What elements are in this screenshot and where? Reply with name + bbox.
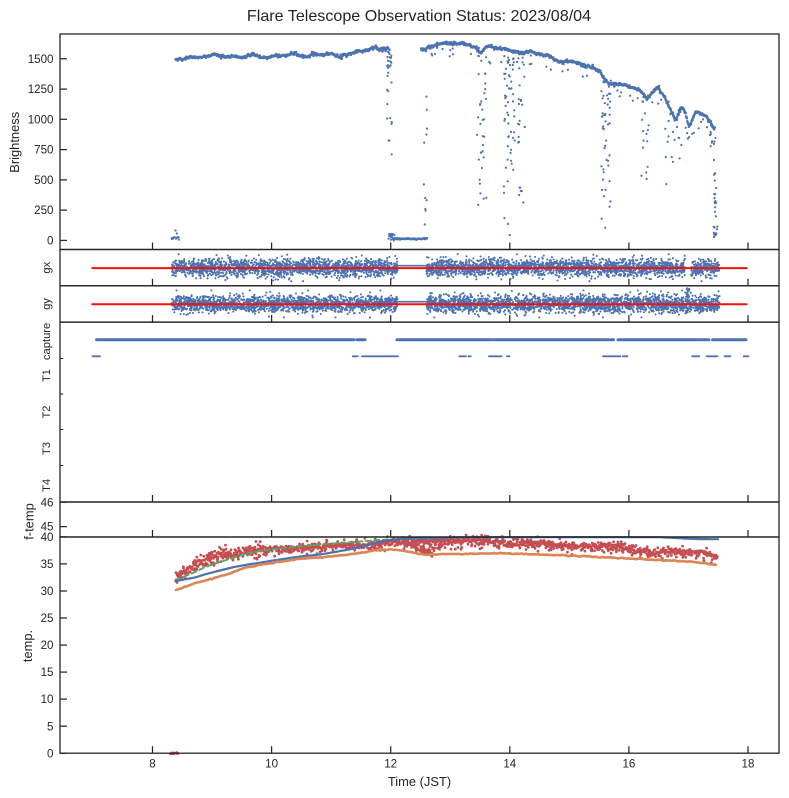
svg-text:Flare Telescope Observation St: Flare Telescope Observation Status: 2023… bbox=[247, 7, 591, 25]
svg-text:10: 10 bbox=[41, 693, 54, 706]
svg-text:1500: 1500 bbox=[28, 53, 54, 66]
svg-text:5: 5 bbox=[47, 720, 53, 733]
svg-text:18: 18 bbox=[742, 757, 755, 770]
svg-text:T1: T1 bbox=[41, 369, 53, 382]
svg-text:0: 0 bbox=[47, 235, 53, 248]
svg-text:30: 30 bbox=[41, 585, 54, 598]
svg-text:T4: T4 bbox=[41, 479, 53, 492]
svg-text:T2: T2 bbox=[41, 405, 53, 418]
svg-text:14: 14 bbox=[503, 757, 516, 770]
svg-text:10: 10 bbox=[265, 757, 278, 770]
svg-text:1250: 1250 bbox=[28, 83, 54, 96]
svg-text:Brightness: Brightness bbox=[7, 112, 22, 173]
svg-text:gy: gy bbox=[41, 298, 53, 310]
svg-text:gx: gx bbox=[41, 261, 53, 273]
svg-text:f-temp: f-temp bbox=[22, 503, 37, 540]
svg-text:250: 250 bbox=[34, 204, 53, 217]
svg-text:Time (JST): Time (JST) bbox=[388, 774, 451, 789]
svg-text:temp.: temp. bbox=[20, 630, 35, 662]
svg-text:12: 12 bbox=[384, 757, 397, 770]
svg-text:46: 46 bbox=[41, 496, 54, 509]
svg-text:40: 40 bbox=[41, 531, 54, 544]
svg-text:45: 45 bbox=[41, 521, 54, 534]
svg-text:20: 20 bbox=[41, 639, 54, 652]
svg-text:16: 16 bbox=[622, 757, 635, 770]
svg-text:8: 8 bbox=[149, 757, 155, 770]
svg-text:35: 35 bbox=[41, 558, 54, 571]
svg-text:T3: T3 bbox=[41, 442, 53, 455]
svg-text:15: 15 bbox=[41, 666, 54, 679]
svg-text:capture: capture bbox=[41, 323, 53, 360]
svg-text:0: 0 bbox=[47, 747, 53, 760]
svg-text:500: 500 bbox=[34, 174, 53, 187]
svg-text:1000: 1000 bbox=[28, 113, 54, 126]
svg-text:25: 25 bbox=[41, 612, 54, 625]
svg-text:750: 750 bbox=[34, 144, 53, 157]
